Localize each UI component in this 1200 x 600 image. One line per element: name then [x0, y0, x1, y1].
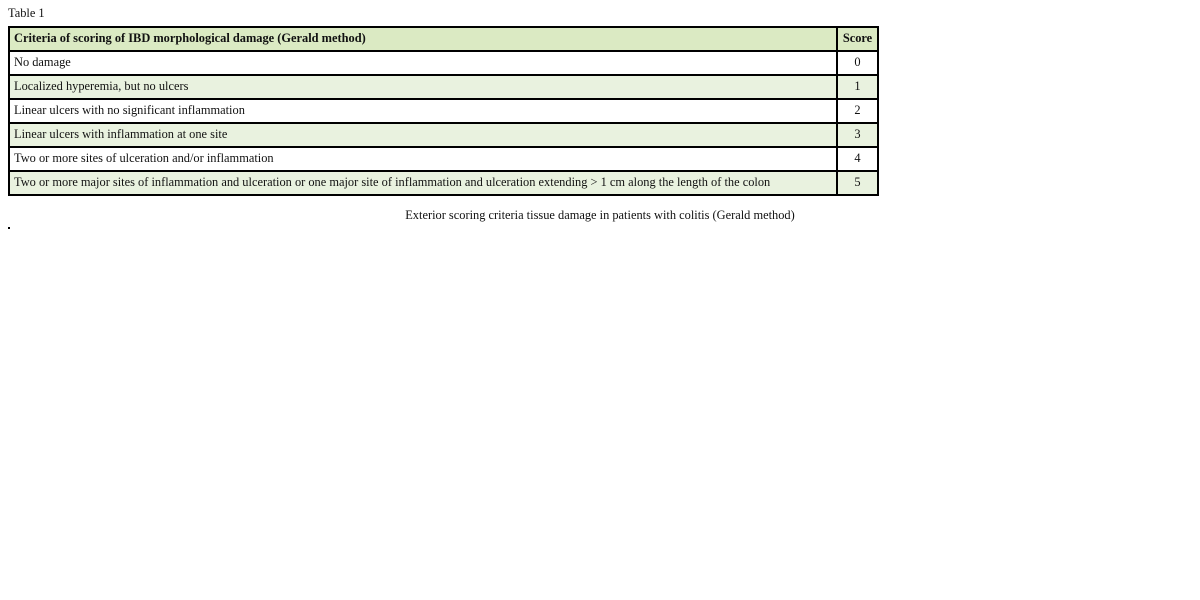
score-cell: 5 — [836, 170, 879, 196]
criteria-cell: Two or more sites of ulceration and/or i… — [8, 146, 838, 172]
criteria-cell: Localized hyperemia, but no ulcers — [8, 74, 838, 100]
score-cell: 3 — [836, 122, 879, 148]
score-cell: 1 — [836, 74, 879, 100]
table-header-row: Criteria of scoring of IBD morphological… — [8, 26, 879, 52]
score-cell: 4 — [836, 146, 879, 172]
criteria-cell: Linear ulcers with no significant inflam… — [8, 98, 838, 124]
score-cell: 2 — [836, 98, 879, 124]
score-cell: 0 — [836, 50, 879, 76]
scoring-table: Criteria of scoring of IBD morphological… — [8, 26, 879, 196]
table-row: Two or more major sites of inflammation … — [8, 170, 879, 196]
table-row: Two or more sites of ulceration and/or i… — [8, 146, 879, 172]
criteria-cell: Two or more major sites of inflammation … — [8, 170, 838, 196]
table-row: No damage 0 — [8, 50, 879, 76]
table-row: Linear ulcers with no significant inflam… — [8, 98, 879, 124]
table-label: Table 1 — [8, 6, 45, 20]
header-score: Score — [836, 26, 879, 52]
table-row: Localized hyperemia, but no ulcers 1 — [8, 74, 879, 100]
criteria-cell: Linear ulcers with inflammation at one s… — [8, 122, 838, 148]
header-criteria: Criteria of scoring of IBD morphological… — [8, 26, 838, 52]
table-caption: Exterior scoring criteria tissue damage … — [405, 208, 795, 222]
table-row: Linear ulcers with inflammation at one s… — [8, 122, 879, 148]
criteria-cell: No damage — [8, 50, 838, 76]
stray-dot — [8, 227, 10, 229]
